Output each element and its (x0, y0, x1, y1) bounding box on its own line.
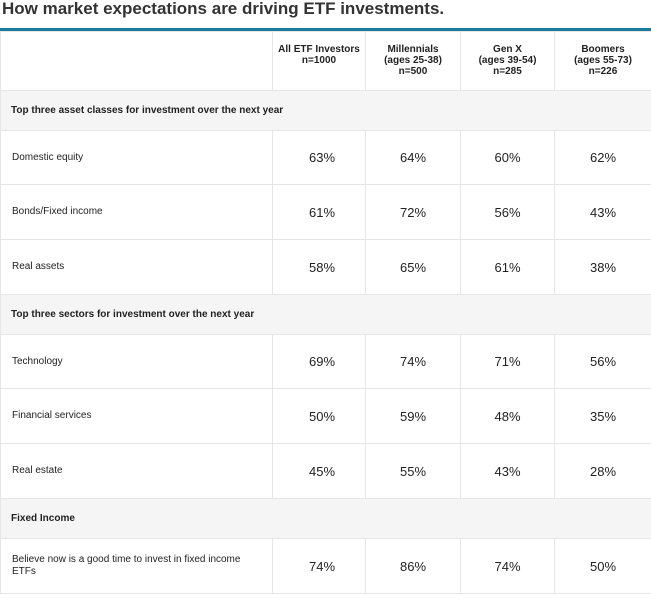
value-cell: 62% (554, 130, 651, 185)
section-header-row: Top three asset classes for investment o… (0, 90, 651, 131)
value-cell: 43% (554, 184, 651, 240)
column-header-line: n=285 (493, 66, 522, 77)
value-cell: 74% (272, 538, 366, 594)
value-cell: 55% (365, 443, 461, 499)
row-label: Financial services (0, 388, 273, 444)
column-header-gen-x: Gen X (ages 39-54) n=285 (460, 31, 555, 91)
column-header-line: (ages 25-38) (384, 55, 442, 66)
value-cell: 61% (460, 239, 555, 295)
value-cell: 38% (554, 239, 651, 295)
survey-table: All ETF Investors n=1000 Millennials (ag… (0, 31, 651, 594)
value-cell: 61% (272, 184, 366, 240)
value-cell: 45% (272, 443, 366, 499)
column-header-millennials: Millennials (ages 25-38) n=500 (365, 31, 461, 91)
row-label: Technology (0, 334, 273, 389)
column-header-line: All ETF Investors (278, 44, 360, 55)
section-heading: Fixed Income (0, 498, 651, 539)
column-header-line: n=1000 (301, 55, 337, 66)
value-cell: 50% (272, 388, 366, 444)
value-cell: 28% (554, 443, 651, 499)
column-header-all-etf-investors: All ETF Investors n=1000 (272, 31, 366, 91)
table-row: Believe now is a good time to invest in … (0, 538, 651, 594)
title-divider (0, 28, 651, 31)
value-cell: 69% (272, 334, 366, 389)
row-label: Believe now is a good time to invest in … (0, 538, 273, 594)
column-header-line: (ages 55-73) (574, 55, 632, 66)
value-cell: 56% (554, 334, 651, 389)
row-label: Bonds/Fixed income (0, 184, 273, 240)
table-row: Real estate 45% 55% 43% 28% (0, 443, 651, 499)
table-row: Real assets 58% 65% 61% 38% (0, 239, 651, 295)
value-cell: 71% (460, 334, 555, 389)
value-cell: 58% (272, 239, 366, 295)
column-header-line: (ages 39-54) (478, 55, 537, 66)
value-cell: 56% (460, 184, 555, 240)
column-header-line: n=500 (398, 66, 428, 77)
value-cell: 48% (460, 388, 555, 444)
column-header-line: n=226 (588, 66, 618, 77)
row-label: Real assets (0, 239, 273, 295)
section-header-row: Top three sectors for investment over th… (0, 294, 651, 335)
value-cell: 59% (365, 388, 461, 444)
value-cell: 63% (272, 130, 366, 185)
value-cell: 72% (365, 184, 461, 240)
value-cell: 43% (460, 443, 555, 499)
header-blank-cell (0, 31, 273, 91)
value-cell: 64% (365, 130, 461, 185)
table-row: Bonds/Fixed income 61% 72% 56% 43% (0, 184, 651, 240)
value-cell: 74% (460, 538, 555, 594)
column-header-boomers: Boomers (ages 55-73) n=226 (554, 31, 651, 91)
value-cell: 50% (554, 538, 651, 594)
value-cell: 74% (365, 334, 461, 389)
page-title: How market expectations are driving ETF … (2, 0, 445, 18)
row-label: Real estate (0, 443, 273, 499)
column-header-line: Boomers (581, 44, 625, 55)
table-row: Technology 69% 74% 71% 56% (0, 334, 651, 389)
row-label: Domestic equity (0, 130, 273, 185)
column-header-line: Millennials (387, 44, 439, 55)
section-heading: Top three sectors for investment over th… (0, 294, 651, 335)
column-header-line: Gen X (493, 44, 522, 55)
table-row: Financial services 50% 59% 48% 35% (0, 388, 651, 444)
table-row: Domestic equity 63% 64% 60% 62% (0, 130, 651, 185)
section-heading: Top three asset classes for investment o… (0, 90, 651, 131)
value-cell: 60% (460, 130, 555, 185)
header-row: All ETF Investors n=1000 Millennials (ag… (0, 31, 651, 91)
value-cell: 86% (365, 538, 461, 594)
value-cell: 35% (554, 388, 651, 444)
value-cell: 65% (365, 239, 461, 295)
section-header-row: Fixed Income (0, 498, 651, 539)
